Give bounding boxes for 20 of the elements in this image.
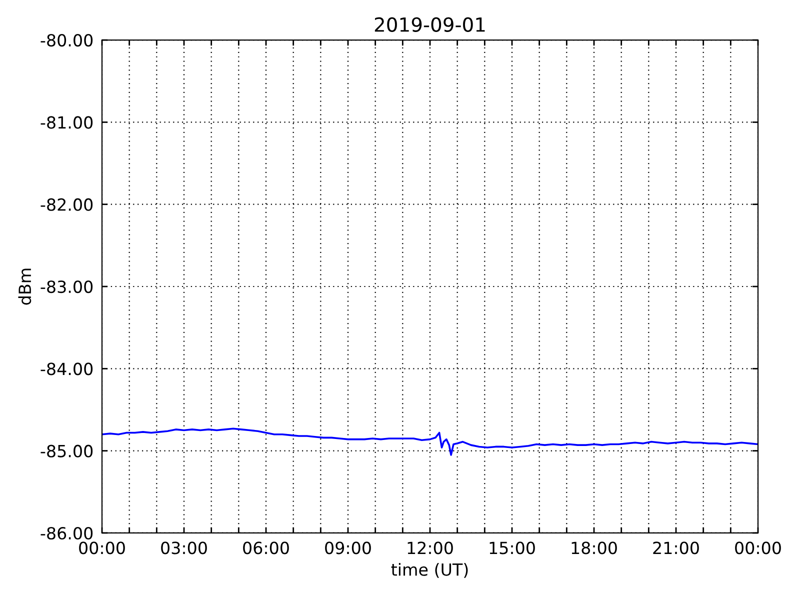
y-tick-label: -85.00 <box>40 444 93 458</box>
y-tick-label: -80.00 <box>40 34 93 47</box>
x-tick-label: 03:00 <box>161 542 207 554</box>
x-tick-label: 18:00 <box>572 542 617 554</box>
y-tick-label: -83.00 <box>40 280 93 294</box>
line-series <box>102 428 758 456</box>
x-tick-label: 21:00 <box>653 542 699 554</box>
x-tick-label: 09:00 <box>325 542 371 554</box>
x-tick-label: 06:00 <box>243 542 289 554</box>
y-tick-label: -84.00 <box>40 362 93 376</box>
y-axis-title: dBm <box>18 268 32 305</box>
chart-title: 2019-09-01 <box>374 17 485 32</box>
x-tick-label: 00:00 <box>735 542 781 554</box>
y-tick-label: -81.00 <box>40 116 93 129</box>
x-tick-label: 00:00 <box>79 542 125 554</box>
x-tick-label: 15:00 <box>490 542 535 554</box>
y-tick-label: -82.00 <box>40 198 93 211</box>
x-axis-title: time (UT) <box>391 563 468 578</box>
y-tick-label: -86.00 <box>40 526 93 540</box>
x-tick-label: 12:00 <box>408 542 453 554</box>
